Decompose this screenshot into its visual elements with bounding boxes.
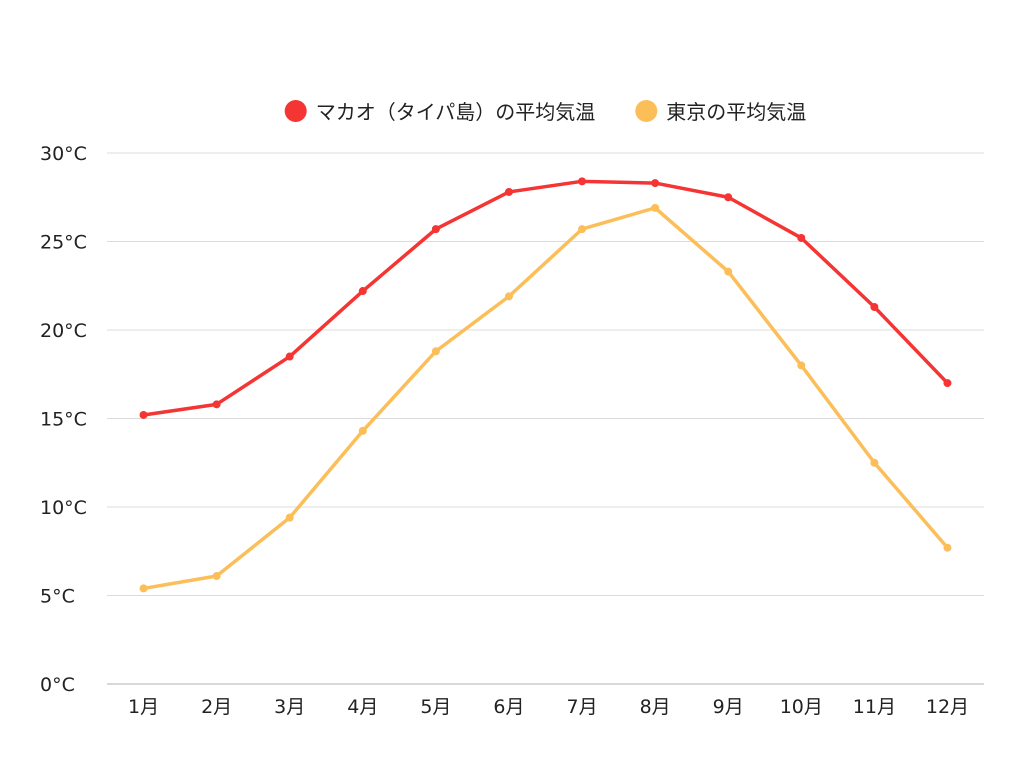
y-tick-label: 0°C	[40, 674, 75, 696]
x-tick-label: 6月	[493, 696, 524, 718]
series-1	[139, 177, 952, 419]
data-point	[212, 400, 221, 409]
x-tick-label: 4月	[347, 696, 378, 718]
x-tick-label: 10月	[780, 696, 823, 718]
y-tick-label: 20°C	[40, 320, 87, 342]
legend-label: 東京の平均気温	[666, 100, 806, 124]
series-2	[139, 203, 952, 593]
x-tick-label: 8月	[640, 696, 671, 718]
data-point	[578, 177, 587, 186]
data-point	[431, 347, 440, 356]
data-point	[651, 179, 660, 188]
x-tick-label: 2月	[201, 696, 232, 718]
data-point	[139, 410, 148, 419]
data-point	[431, 225, 440, 234]
x-tick-label: 7月	[566, 696, 597, 718]
legend-marker	[284, 100, 307, 122]
data-point	[285, 352, 294, 361]
data-point	[943, 543, 952, 552]
y-tick-label: 10°C	[40, 497, 87, 519]
x-tick-label: 1月	[128, 696, 159, 718]
legend-label: マカオ（タイパ島）の平均気温	[316, 100, 596, 124]
data-point	[943, 379, 952, 388]
data-point	[139, 584, 148, 593]
data-point	[870, 302, 879, 311]
data-point	[724, 193, 733, 202]
data-point	[870, 458, 879, 467]
x-tick-label: 9月	[713, 696, 744, 718]
data-point	[504, 292, 513, 301]
grid	[107, 152, 984, 685]
data-point	[285, 513, 294, 522]
legend: マカオ（タイパ島）の平均気温 東京の平均気温	[284, 100, 806, 124]
data-point	[724, 267, 733, 276]
y-axis: 0°C 5°C 10°C 15°C 20°C 25°C 30°C	[40, 143, 87, 696]
data-point	[358, 287, 367, 296]
series-line	[141, 206, 950, 591]
y-tick-label: 15°C	[40, 409, 87, 431]
x-tick-label: 5月	[420, 696, 451, 718]
data-point	[651, 203, 660, 212]
data-point	[504, 187, 513, 196]
x-axis: 1月 2月 3月 4月 5月 6月 7月 8月 9月 10月 11月 12月	[128, 696, 969, 718]
x-tick-label: 12月	[926, 696, 969, 718]
data-point	[212, 572, 221, 581]
series-line	[141, 179, 950, 417]
y-tick-label: 25°C	[40, 232, 87, 254]
series-group	[139, 177, 952, 593]
legend-item-1[interactable]: マカオ（タイパ島）の平均気温	[284, 100, 596, 124]
x-tick-label: 11月	[853, 696, 896, 718]
legend-marker	[635, 100, 658, 122]
data-point	[578, 225, 587, 234]
y-tick-label: 5°C	[40, 586, 75, 608]
data-point	[358, 426, 367, 435]
data-point	[797, 361, 806, 370]
legend-item-2[interactable]: 東京の平均気温	[635, 100, 806, 124]
x-tick-label: 3月	[274, 696, 305, 718]
y-tick-label: 30°C	[40, 143, 87, 165]
data-point	[797, 233, 806, 242]
